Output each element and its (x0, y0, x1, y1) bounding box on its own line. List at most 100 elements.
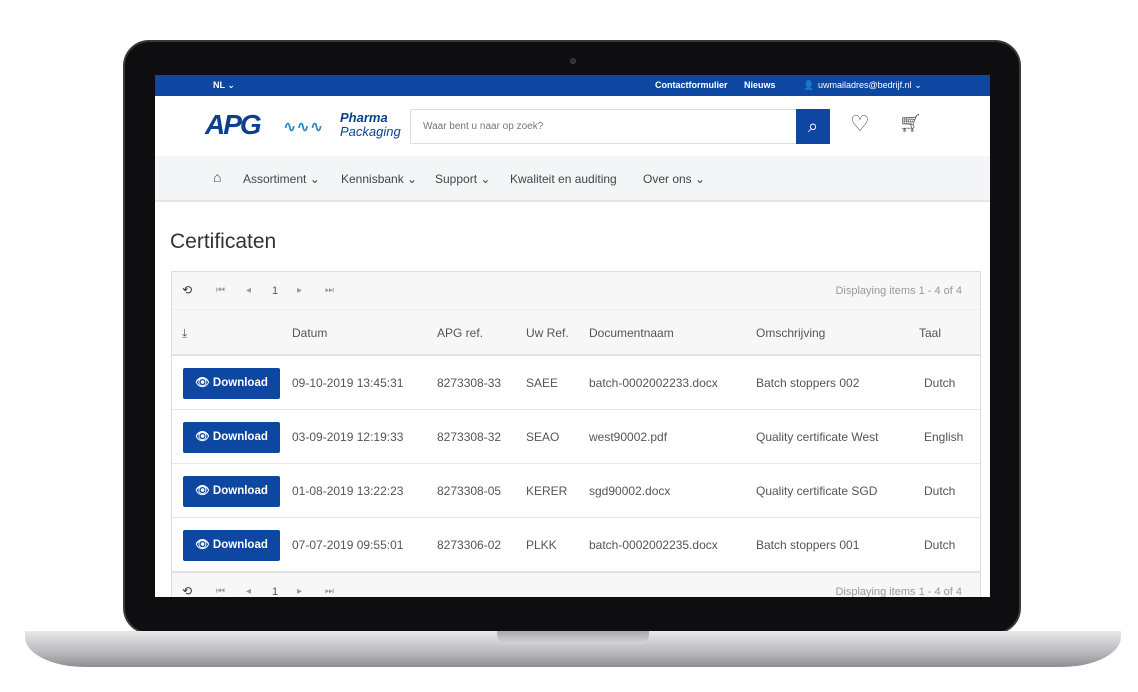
user-icon: 👤 (803, 80, 815, 90)
cell-taal: Dutch (924, 484, 956, 498)
col-taal[interactable]: Taal (919, 326, 942, 340)
cell-documentnaam: west90002.pdf (589, 430, 668, 444)
download-button[interactable]: 👁︎ Download (183, 530, 280, 561)
cell-uw-ref: KERER (526, 484, 568, 498)
cell-omschrijving: Quality certificate West (756, 430, 879, 444)
cell-datum: 03-09-2019 12:19:33 (292, 430, 404, 444)
download-label: Download (212, 485, 268, 497)
col-apg-ref[interactable]: APG ref. (437, 326, 484, 340)
eye-icon: 👁︎ (195, 377, 210, 389)
download-button[interactable]: 👁︎ Download (183, 476, 280, 507)
refresh-icon[interactable]: ⟲ (182, 584, 193, 597)
last-page-icon[interactable]: ⏭ (325, 586, 334, 597)
cell-datum: 01-08-2019 13:22:23 (292, 484, 404, 498)
cell-taal: Dutch (924, 538, 956, 552)
nav-label: Support (435, 172, 478, 186)
home-icon[interactable]: ⌂ (213, 169, 222, 185)
search-input[interactable] (411, 110, 791, 143)
nav-label: Assortiment (243, 172, 307, 186)
eye-icon: 👁︎ (195, 485, 210, 497)
cell-documentnaam: sgd90002.docx (589, 484, 671, 498)
main-nav: ⌂ Assortiment ⌄ Kennisbank ⌄ Support ⌄ K… (155, 156, 990, 202)
table-row: 👁︎ Download 07-07-2019 09:55:01 8273306-02… (172, 518, 980, 572)
user-email: uwmailadres@bedrijf.nl (818, 80, 912, 90)
cell-uw-ref: PLKK (526, 538, 557, 552)
cell-apg-ref: 8273306-02 (437, 538, 502, 552)
cell-datum: 07-07-2019 09:55:01 (292, 538, 404, 552)
cell-documentnaam: batch-0002002235.docx (589, 538, 718, 552)
cell-documentnaam: batch-0002002233.docx (589, 376, 718, 390)
search-icon: ⌕ (807, 116, 819, 136)
refresh-icon[interactable]: ⟲ (182, 283, 193, 297)
prev-page-icon[interactable]: ◂ (246, 586, 252, 597)
cell-omschrijving: Batch stoppers 001 (756, 538, 860, 552)
table-row: 👁︎ Download 03-09-2019 12:19:33 8273308-32… (172, 410, 980, 464)
dna-icon: ∿∿∿ (283, 119, 324, 136)
table-row: 👁︎ Download 09-10-2019 13:45:31 8273308-33… (172, 356, 980, 410)
news-link[interactable]: Nieuws (744, 80, 776, 90)
eye-icon: 👁︎ (195, 539, 210, 551)
search-box (410, 109, 829, 144)
cell-omschrijving: Quality certificate SGD (756, 484, 878, 498)
nav-support[interactable]: Support ⌄ (435, 172, 491, 186)
download-all-icon[interactable]: ⤓ (182, 326, 188, 340)
col-datum[interactable]: Datum (292, 326, 328, 340)
logo[interactable]: APG ∿∿∿ Pharma Packaging (205, 109, 405, 143)
nav-label: Kennisbank (341, 172, 404, 186)
nav-kennisbank[interactable]: Kennisbank ⌄ (341, 172, 418, 186)
language-label: NL (213, 80, 225, 90)
cell-taal: English (924, 430, 964, 444)
download-label: Download (212, 539, 268, 551)
user-menu[interactable]: uwmailadres@bedrijf.nl ⌄ (818, 80, 922, 90)
pager-bottom: ⟲ ⏮ ◂ 1 ▸ ⏭ Displaying items 1 - 4 of 4 (172, 572, 980, 597)
page-number[interactable]: 1 (272, 586, 279, 597)
nav-assortiment[interactable]: Assortiment ⌄ (243, 172, 320, 186)
laptop-notch (497, 631, 649, 644)
camera (570, 58, 576, 64)
eye-icon: 👁︎ (195, 431, 210, 443)
table-row: 👁︎ Download 01-08-2019 13:22:23 8273308-05… (172, 464, 980, 518)
cell-datum: 09-10-2019 13:45:31 (292, 376, 404, 390)
download-button[interactable]: 👁︎ Download (183, 368, 280, 399)
cell-uw-ref: SAEE (526, 376, 559, 390)
pager-info: Displaying items 1 - 4 of 4 (835, 586, 962, 597)
contact-link[interactable]: Contactformulier (655, 80, 728, 90)
certificates-grid: ⟲ ⏮ ◂ 1 ▸ ⏭ Displaying items 1 - 4 of 4 … (171, 271, 981, 597)
heart-icon[interactable]: ♡ (850, 111, 870, 136)
nav-kwaliteit[interactable]: Kwaliteit en auditing (510, 172, 617, 186)
prev-page-icon[interactable]: ◂ (246, 285, 252, 296)
cart-icon[interactable]: 🛒︎ (899, 113, 922, 133)
cell-apg-ref: 8273308-33 (437, 376, 502, 390)
pager-top: ⟲ ⏮ ◂ 1 ▸ ⏭ Displaying items 1 - 4 of 4 (172, 272, 980, 310)
logo-sub1: Pharma (340, 110, 388, 125)
cell-omschrijving: Batch stoppers 002 (756, 376, 860, 390)
nav-label: Over ons (643, 172, 692, 186)
first-page-icon[interactable]: ⏮ (216, 586, 225, 597)
col-omschrijving[interactable]: Omschrijving (756, 326, 826, 340)
page-title: Certificaten (170, 230, 277, 253)
pager-info: Displaying items 1 - 4 of 4 (835, 285, 962, 297)
language-select[interactable]: NL ⌄ (213, 80, 235, 90)
cell-apg-ref: 8273308-32 (437, 430, 502, 444)
logo-text: APG (205, 109, 262, 140)
top-bar: NL ⌄ Contactformulier Nieuws 👤 uwmailadr… (155, 75, 990, 96)
col-documentnaam[interactable]: Documentnaam (589, 326, 674, 340)
page-number[interactable]: 1 (272, 285, 279, 297)
next-page-icon[interactable]: ▸ (297, 586, 303, 597)
col-uw-ref[interactable]: Uw Ref. (526, 326, 569, 340)
next-page-icon[interactable]: ▸ (297, 285, 303, 296)
cell-apg-ref: 8273308-05 (437, 484, 502, 498)
cell-taal: Dutch (924, 376, 956, 390)
download-button[interactable]: 👁︎ Download (183, 422, 280, 453)
screen: NL ⌄ Contactformulier Nieuws 👤 uwmailadr… (155, 75, 990, 597)
nav-over-ons[interactable]: Over ons ⌄ (643, 172, 706, 186)
download-label: Download (212, 431, 268, 443)
first-page-icon[interactable]: ⏮ (216, 285, 225, 296)
table-header: ⤓ Datum APG ref. Uw Ref. Documentnaam Om… (172, 310, 980, 356)
cell-uw-ref: SEAO (526, 430, 560, 444)
last-page-icon[interactable]: ⏭ (325, 285, 334, 296)
download-label: Download (212, 377, 268, 389)
logo-sub2: Packaging (340, 124, 401, 139)
search-button[interactable]: ⌕ (796, 109, 830, 144)
